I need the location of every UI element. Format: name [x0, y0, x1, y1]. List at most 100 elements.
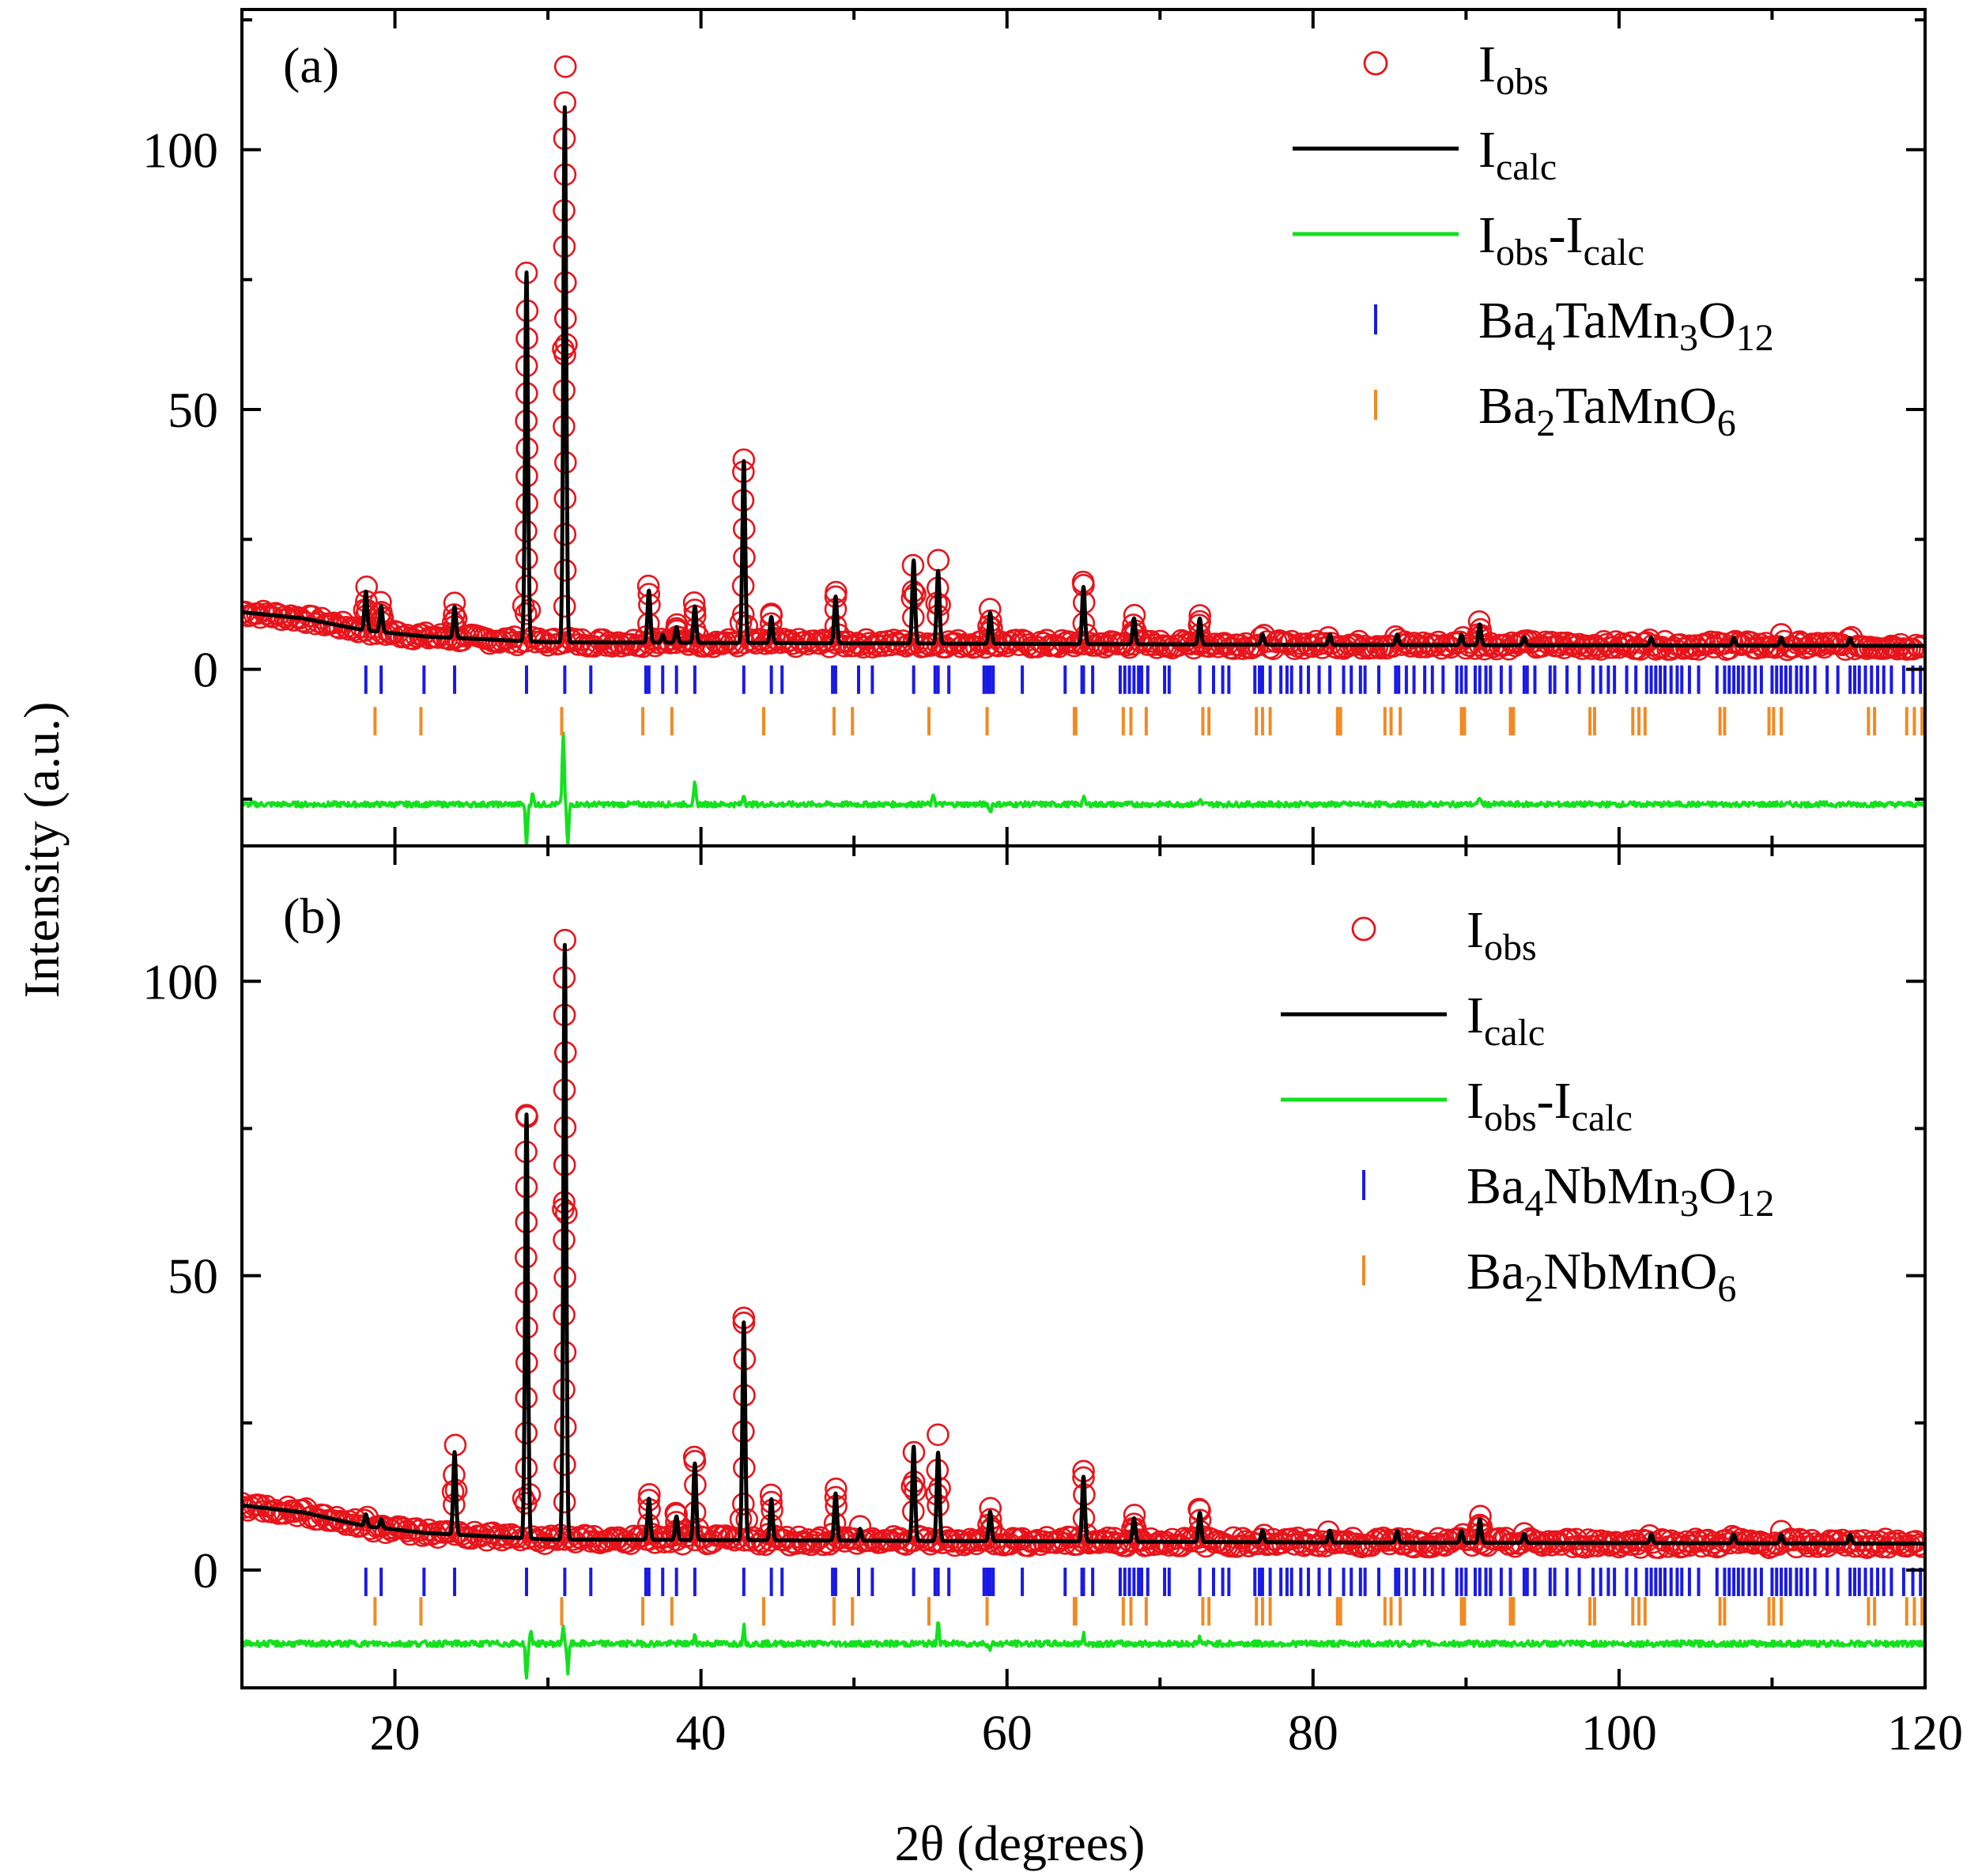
legend-subscript: calc: [1484, 1012, 1545, 1054]
phase1-reflections: [364, 665, 1923, 694]
iobs-point: [553, 523, 577, 546]
x-tick-label: 80: [1288, 1704, 1338, 1761]
iobs-point: [1326, 636, 1350, 660]
iobs-point: [515, 1421, 538, 1444]
legend-label: Iobs-Icalc: [1478, 206, 1644, 274]
iobs-point: [1221, 637, 1245, 660]
plot-area: [242, 55, 1925, 846]
legend-subscript: 6: [1717, 1268, 1736, 1310]
legend-label: Ba2TaMnO6: [1478, 377, 1736, 444]
x-ticks: [240, 846, 1927, 1688]
x-tick-label: 120: [1887, 1704, 1963, 1761]
legend-label: Iobs: [1467, 901, 1537, 968]
legend-label: Ba4TaMn3O12: [1478, 292, 1774, 359]
legend-subscript: 6: [1717, 402, 1736, 444]
iobs-point: [251, 1500, 275, 1523]
iobs-point: [1791, 632, 1814, 655]
iobs-point: [515, 1456, 538, 1480]
iobs-point: [553, 1490, 576, 1514]
y-tick-label: 0: [193, 1542, 218, 1599]
legend-label: Iobs: [1478, 36, 1549, 103]
iobs-point: [1905, 1530, 1925, 1553]
legend-label: Iobs-Icalc: [1467, 1072, 1633, 1139]
iobs-point: [927, 1423, 949, 1447]
legend-symbol-circle: [1363, 51, 1388, 76]
legend-text: I: [1478, 206, 1496, 264]
legend-text: Ba: [1467, 1243, 1524, 1300]
x-tick-label: 20: [370, 1704, 421, 1761]
iobs-point: [567, 633, 591, 656]
legend-subscript: 3: [1680, 1183, 1699, 1225]
iobs-point: [553, 55, 577, 78]
iobs-point: [1219, 1534, 1242, 1558]
iobs-point: [553, 1453, 576, 1476]
iobs-point: [536, 633, 560, 657]
iobs-point: [411, 1524, 434, 1547]
iobs-point: [1690, 1534, 1713, 1558]
iobs-point: [1369, 636, 1392, 660]
iobs-point: [1684, 1527, 1707, 1550]
series-iobs-icalc: [242, 1621, 1925, 1680]
series-icalc: [242, 105, 1925, 648]
iobs-point: [927, 549, 950, 572]
iobs-point: [553, 559, 577, 582]
x-ticks: [240, 9, 1927, 846]
iobs-point: [1610, 1534, 1634, 1557]
iobs-point: [242, 1492, 254, 1515]
legend-subscript: 12: [1736, 317, 1774, 359]
legend-text: Ba: [1467, 1157, 1524, 1215]
legend-symbol-circle: [1351, 916, 1376, 942]
iobs-point: [1791, 1529, 1814, 1552]
y-tick-label: 100: [142, 953, 218, 1010]
y-axis-label: Intensity (a.u.): [13, 702, 70, 998]
iobs-point: [1206, 635, 1230, 659]
iobs-point: [1623, 1529, 1646, 1552]
iobs-point: [1123, 1512, 1146, 1535]
legend-text: TaMnO: [1555, 377, 1716, 435]
iobs-point: [731, 602, 755, 626]
legend-label: Icalc: [1467, 987, 1545, 1054]
y-tick-label: 100: [142, 122, 218, 178]
iobs-point: [1283, 637, 1306, 661]
iobs-point: [1910, 1535, 1925, 1558]
y-tick-label: 50: [168, 1248, 218, 1304]
legend-subscript: obs: [1484, 927, 1537, 968]
legend-subscript: 4: [1524, 1183, 1543, 1225]
phase1-reflections: [364, 1567, 1923, 1596]
plot-area: [242, 928, 1925, 1680]
legend-subscript: 3: [1679, 317, 1698, 359]
legend-label: Ba4NbMn3O12: [1467, 1157, 1774, 1225]
legend-subscript: calc: [1584, 232, 1644, 274]
legend-label: Icalc: [1478, 121, 1557, 188]
iobs-point: [1029, 1533, 1052, 1557]
legend-text: I: [1478, 121, 1496, 179]
x-axis-label: 2θ (degrees): [895, 1815, 1146, 1871]
legend-text: I: [1467, 987, 1484, 1044]
iobs-point: [1455, 636, 1478, 660]
legend-subscript: 2: [1536, 402, 1555, 444]
legend-subscript: 2: [1524, 1268, 1543, 1310]
panel-label: (a): [283, 37, 339, 93]
panel-label: (b): [283, 888, 342, 944]
legend-text: Ba: [1478, 292, 1536, 349]
legend-text: NbMnO: [1543, 1243, 1717, 1300]
legend-text: I: [1478, 36, 1496, 93]
iobs-point: [515, 575, 538, 598]
x-tick-label: 100: [1581, 1704, 1657, 1761]
x-tick-label: 40: [676, 1704, 727, 1761]
iobs-point: [514, 1492, 538, 1515]
legend-text: O: [1699, 1157, 1737, 1215]
legend-text: -I: [1537, 1072, 1572, 1130]
legend-text: -I: [1549, 206, 1584, 264]
iobs-point: [1314, 1534, 1337, 1557]
phase2-reflections: [373, 707, 1924, 736]
iobs-point: [514, 602, 538, 625]
legend-subscript: calc: [1572, 1097, 1633, 1139]
iobs-point: [665, 619, 689, 643]
y-tick-label: 0: [193, 642, 218, 698]
